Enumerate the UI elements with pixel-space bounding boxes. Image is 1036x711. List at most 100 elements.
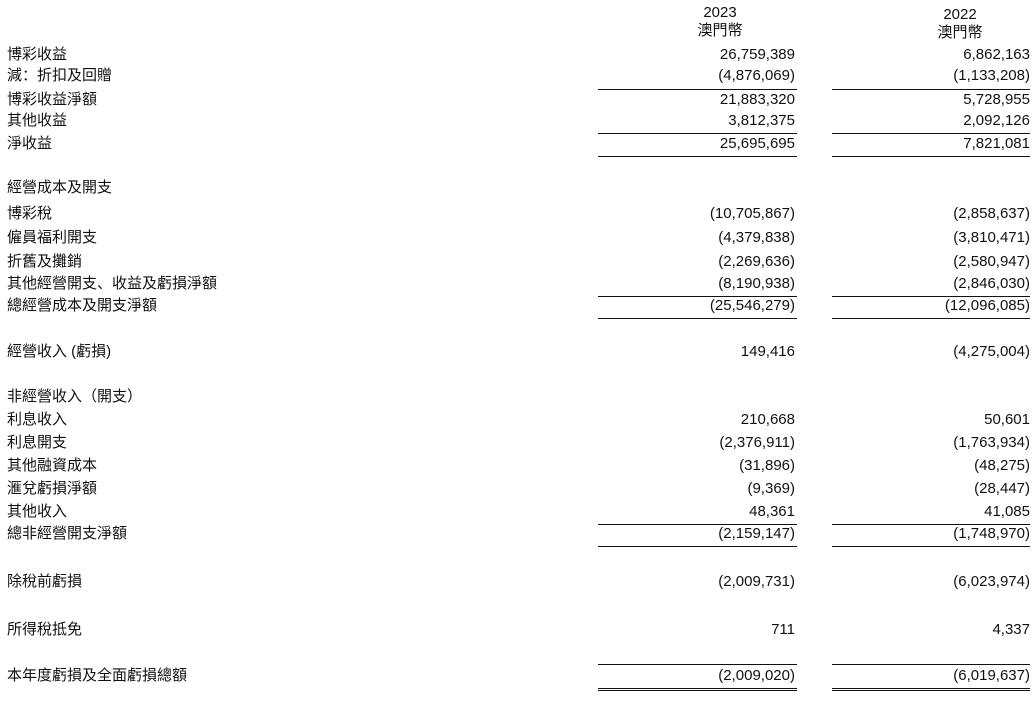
rule	[832, 133, 1030, 134]
value-2022: 7,821,081	[963, 135, 1030, 152]
row-label: 滙兌虧損淨額	[7, 480, 98, 497]
row-label: 博彩收益淨額	[7, 91, 98, 108]
value-2022: 5,728,955	[963, 91, 1030, 108]
year-label: 2022	[943, 6, 977, 23]
currency-label: 澳門幣	[697, 22, 743, 39]
table-row: 利息收入 210,668 50,601	[0, 409, 1036, 431]
rule	[598, 89, 797, 90]
row-label: 其他融資成本	[7, 457, 98, 474]
rule	[832, 156, 1030, 157]
row-label: 其他經營開支、收益及虧損淨額	[7, 275, 218, 292]
double-rule	[598, 688, 797, 693]
table-row: 非經營收入（開支）	[0, 386, 1036, 408]
value-2023: (2,009,020)	[718, 667, 795, 684]
value-2023: (4,379,838)	[718, 229, 795, 246]
value-2022: (2,846,030)	[953, 275, 1030, 292]
table-row: 其他融資成本 (31,896) (48,275)	[0, 455, 1036, 477]
value-2023: (25,546,279)	[709, 297, 795, 314]
value-2023: (2,376,911)	[719, 434, 795, 451]
value-2023: 711	[771, 621, 795, 638]
row-label: 經營收入 (虧損)	[7, 343, 112, 360]
rule	[598, 156, 797, 157]
table-row: 其他收入 48,361 41,085	[0, 501, 1036, 523]
row-label: 非經營收入（開支）	[7, 388, 143, 405]
value-2022: 41,085	[984, 503, 1030, 520]
row-label: 總非經營開支淨額	[7, 525, 128, 542]
table-row: 博彩收益淨額 21,883,320 5,728,955	[0, 89, 1036, 111]
table-row: 經營收入 (虧損) 149,416 (4,275,004)	[0, 341, 1036, 363]
rule	[598, 318, 797, 319]
rule	[832, 546, 1030, 547]
row-label: 博彩收益	[7, 46, 68, 63]
row-label: 博彩稅	[7, 205, 53, 222]
value-2023: 26,759,389	[719, 46, 795, 63]
value-2023: (2,009,731)	[718, 573, 795, 590]
value-2022: (1,763,934)	[953, 434, 1030, 451]
value-2023: 48,361	[749, 503, 795, 520]
value-2022: (6,023,974)	[953, 573, 1030, 590]
value-2022: 6,862,163	[963, 46, 1030, 63]
table-row: 總非經營開支淨額 (2,159,147) (1,748,970)	[0, 523, 1036, 545]
table-row: 折舊及攤銷 (2,269,636) (2,580,947)	[0, 251, 1036, 273]
row-label: 折舊及攤銷	[7, 253, 83, 270]
value-2022: 2,092,126	[963, 112, 1030, 129]
table-row: 除稅前虧損 (2,009,731) (6,023,974)	[0, 571, 1036, 593]
rule	[598, 546, 797, 547]
row-label: 本年度虧損及全面虧損總額	[7, 667, 188, 684]
rule	[832, 318, 1030, 319]
rule	[832, 524, 1030, 525]
value-2023: (31,896)	[739, 457, 795, 474]
value-2022: (28,447)	[974, 480, 1030, 497]
row-label: 利息開支	[7, 434, 68, 451]
table-row: 淨收益 25,695,695 7,821,081	[0, 133, 1036, 155]
rule	[598, 664, 797, 665]
row-label: 除稅前虧損	[7, 573, 83, 590]
table-row: 其他經營開支、收益及虧損淨額 (8,190,938) (2,846,030)	[0, 273, 1036, 295]
table-row: 所得稅抵免 711 4,337	[0, 619, 1036, 641]
row-label: 經營成本及開支	[7, 179, 113, 196]
column-header-2023: 2023 澳門幣	[660, 4, 780, 40]
row-label: 其他收益	[7, 112, 68, 129]
value-2023: (9,369)	[747, 480, 795, 497]
table-row: 總經營成本及開支淨額 (25,546,279) (12,096,085)	[0, 295, 1036, 317]
value-2023: (2,269,636)	[718, 253, 795, 270]
value-2022: (2,858,637)	[953, 205, 1030, 222]
value-2022: (12,096,085)	[944, 297, 1030, 314]
year-label: 2023	[703, 4, 737, 21]
rule	[832, 296, 1030, 297]
value-2022: (6,019,637)	[953, 667, 1030, 684]
rule	[832, 664, 1030, 665]
row-label: 減：折扣及回贈	[7, 67, 113, 84]
value-2022: (1,748,970)	[953, 525, 1030, 542]
row-label: 其他收入	[7, 503, 68, 520]
value-2023: 25,695,695	[719, 135, 795, 152]
table-row: 博彩稅 (10,705,867) (2,858,637)	[0, 203, 1036, 225]
table-row: 博彩收益 26,759,389 6,862,163	[0, 44, 1036, 66]
value-2022: (1,133,208)	[953, 67, 1030, 84]
row-label: 總經營成本及開支淨額	[7, 297, 158, 314]
value-2022: 50,601	[984, 411, 1030, 428]
value-2022: (4,275,004)	[953, 343, 1030, 360]
row-label: 利息收入	[7, 411, 68, 428]
table-row: 本年度虧損及全面虧損總額 (2,009,020) (6,019,637)	[0, 665, 1036, 687]
rule	[598, 133, 797, 134]
value-2022: 4,337	[992, 621, 1030, 638]
table-row: 其他收益 3,812,375 2,092,126	[0, 110, 1036, 132]
rule	[832, 89, 1030, 90]
row-label: 僱員福利開支	[7, 229, 98, 246]
value-2023: 149,416	[740, 343, 795, 360]
value-2022: (2,580,947)	[953, 253, 1030, 270]
rule	[598, 296, 797, 297]
value-2023: (8,190,938)	[718, 275, 795, 292]
table-row: 滙兌虧損淨額 (9,369) (28,447)	[0, 478, 1036, 500]
value-2022: (48,275)	[974, 457, 1030, 474]
double-rule	[832, 688, 1030, 693]
value-2023: 21,883,320	[719, 91, 795, 108]
rule	[598, 524, 797, 525]
row-label: 淨收益	[7, 135, 53, 152]
table-row: 減：折扣及回贈 (4,876,069) (1,133,208)	[0, 65, 1036, 87]
table-row: 經營成本及開支	[0, 177, 1036, 199]
column-header-2022: 2022 澳門幣	[900, 6, 1020, 42]
value-2023: 210,668	[740, 411, 795, 428]
value-2023: 3,812,375	[728, 112, 795, 129]
